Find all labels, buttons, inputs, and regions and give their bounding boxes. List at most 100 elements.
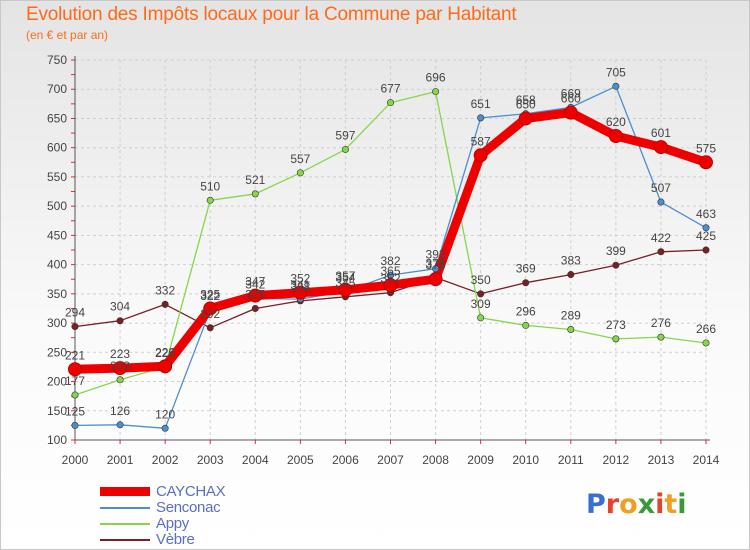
data-label-appy: 225 bbox=[155, 346, 175, 360]
data-point-senconac bbox=[71, 421, 79, 429]
data-label-vbre: 338 bbox=[290, 280, 310, 294]
data-point-appy bbox=[341, 145, 349, 153]
data-point-senconac bbox=[477, 114, 485, 122]
data-point-appy bbox=[477, 314, 485, 322]
data-point-appy bbox=[206, 196, 214, 204]
x-tick-label: 2011 bbox=[558, 453, 584, 467]
data-label-vbre: 345 bbox=[335, 276, 355, 290]
x-tick-label: 2007 bbox=[377, 453, 404, 467]
x-tick-label: 2000 bbox=[62, 453, 89, 467]
data-label-caychax: 601 bbox=[651, 126, 671, 140]
data-labels: 294 304 332 292 325 338 345 352 378 350 369 383 399 4… bbox=[65, 65, 716, 421]
x-tick-label: 2013 bbox=[648, 453, 675, 467]
data-label-caychax: 575 bbox=[696, 141, 716, 155]
y-tick-label: 650 bbox=[47, 111, 67, 125]
data-point-appy bbox=[71, 391, 79, 399]
data-label-caychax: 352 bbox=[290, 272, 310, 286]
data-point-caychax bbox=[248, 288, 263, 303]
data-label-appy: 510 bbox=[200, 179, 220, 193]
data-point-vbre bbox=[702, 246, 710, 254]
data-point-caychax bbox=[203, 301, 218, 316]
legend-swatch-caychax bbox=[100, 487, 150, 496]
data-label-appy: 276 bbox=[651, 316, 671, 330]
data-point-senconac bbox=[612, 82, 620, 90]
data-point-vbre bbox=[206, 324, 214, 332]
y-tick-label: 450 bbox=[47, 228, 67, 242]
data-point-vbre bbox=[161, 300, 169, 308]
data-point-appy bbox=[702, 339, 710, 347]
y-tick-label: 600 bbox=[47, 141, 67, 155]
data-label-senconac: 393 bbox=[426, 248, 446, 262]
data-label-appy: 273 bbox=[606, 318, 626, 332]
logo-letter: i bbox=[655, 489, 665, 520]
data-label-caychax: 223 bbox=[110, 347, 130, 361]
data-label-appy: 677 bbox=[380, 82, 400, 96]
chart-title: Evolution des Impôts locaux pour la Comm… bbox=[26, 4, 517, 25]
logo-letter: o bbox=[619, 489, 638, 520]
data-label-vbre: 304 bbox=[110, 300, 130, 314]
data-label-vbre: 422 bbox=[651, 231, 671, 245]
data-point-caychax bbox=[428, 272, 443, 287]
data-points bbox=[68, 82, 713, 432]
data-point-vbre bbox=[71, 323, 79, 331]
data-point-appy bbox=[522, 321, 530, 329]
data-label-senconac: 507 bbox=[651, 181, 671, 195]
data-point-caychax bbox=[518, 111, 533, 126]
data-label-caychax: 357 bbox=[335, 269, 355, 283]
data-point-caychax bbox=[699, 155, 713, 170]
x-tick-label: 2010 bbox=[512, 453, 539, 467]
data-label-appy: 296 bbox=[516, 304, 536, 318]
data-point-appy bbox=[432, 88, 440, 96]
data-label-senconac: 341 bbox=[290, 278, 310, 292]
y-tick-label: 150 bbox=[47, 404, 67, 418]
data-label-senconac: 382 bbox=[380, 254, 400, 268]
data-label-senconac: 651 bbox=[471, 97, 491, 111]
data-point-caychax bbox=[473, 148, 488, 163]
data-point-vbre bbox=[251, 304, 259, 312]
data-point-caychax bbox=[608, 129, 623, 143]
x-tick-label: 2009 bbox=[467, 453, 494, 467]
data-label-appy: 521 bbox=[245, 173, 265, 187]
logo-letter: P bbox=[586, 489, 606, 520]
data-label-appy: 557 bbox=[290, 152, 310, 166]
data-label-caychax: 365 bbox=[380, 264, 400, 278]
data-label-caychax: 620 bbox=[606, 115, 626, 129]
data-label-appy: 597 bbox=[335, 128, 355, 142]
y-tick-label: 550 bbox=[47, 170, 67, 184]
data-label-vbre: 399 bbox=[606, 244, 626, 258]
y-tick-label: 750 bbox=[47, 53, 67, 67]
data-label-vbre: 332 bbox=[155, 283, 175, 297]
y-tick-label: 200 bbox=[47, 375, 67, 389]
data-point-caychax bbox=[563, 105, 578, 120]
data-point-vbre bbox=[477, 290, 485, 298]
chart-subtitle: (en € et par an) bbox=[26, 28, 109, 42]
data-label-appy: 696 bbox=[426, 71, 446, 85]
data-label-caychax: 325 bbox=[200, 287, 220, 301]
x-tick-label: 2008 bbox=[422, 453, 449, 467]
logo-letter: t bbox=[664, 489, 678, 520]
legend-label-vebre: Vèbre bbox=[156, 531, 195, 548]
data-point-senconac bbox=[657, 198, 665, 206]
y-tick-label: 100 bbox=[47, 433, 67, 447]
data-label-vbre: 378 bbox=[426, 256, 446, 270]
data-point-senconac bbox=[116, 421, 124, 429]
data-point-appy bbox=[612, 335, 620, 343]
data-point-senconac bbox=[432, 265, 440, 273]
data-label-vbre: 352 bbox=[380, 272, 400, 286]
x-tick-label: 2014 bbox=[693, 453, 720, 467]
data-label-appy: 203 bbox=[110, 359, 130, 373]
data-point-appy bbox=[116, 376, 124, 384]
data-label-caychax: 660 bbox=[561, 92, 581, 106]
y-tick-label: 700 bbox=[47, 82, 67, 96]
x-tick-label: 2012 bbox=[603, 453, 630, 467]
x-tick-label: 2002 bbox=[152, 453, 179, 467]
data-label-senconac: 705 bbox=[606, 65, 626, 79]
data-point-senconac bbox=[702, 224, 710, 232]
legend-swatch-appy bbox=[100, 523, 150, 525]
data-point-vbre bbox=[567, 271, 575, 279]
data-label-vbre: 425 bbox=[696, 229, 716, 243]
proxiti-logo: Proxiti bbox=[586, 489, 687, 520]
data-point-appy bbox=[251, 190, 259, 198]
x-tick-label: 2001 bbox=[107, 453, 134, 467]
